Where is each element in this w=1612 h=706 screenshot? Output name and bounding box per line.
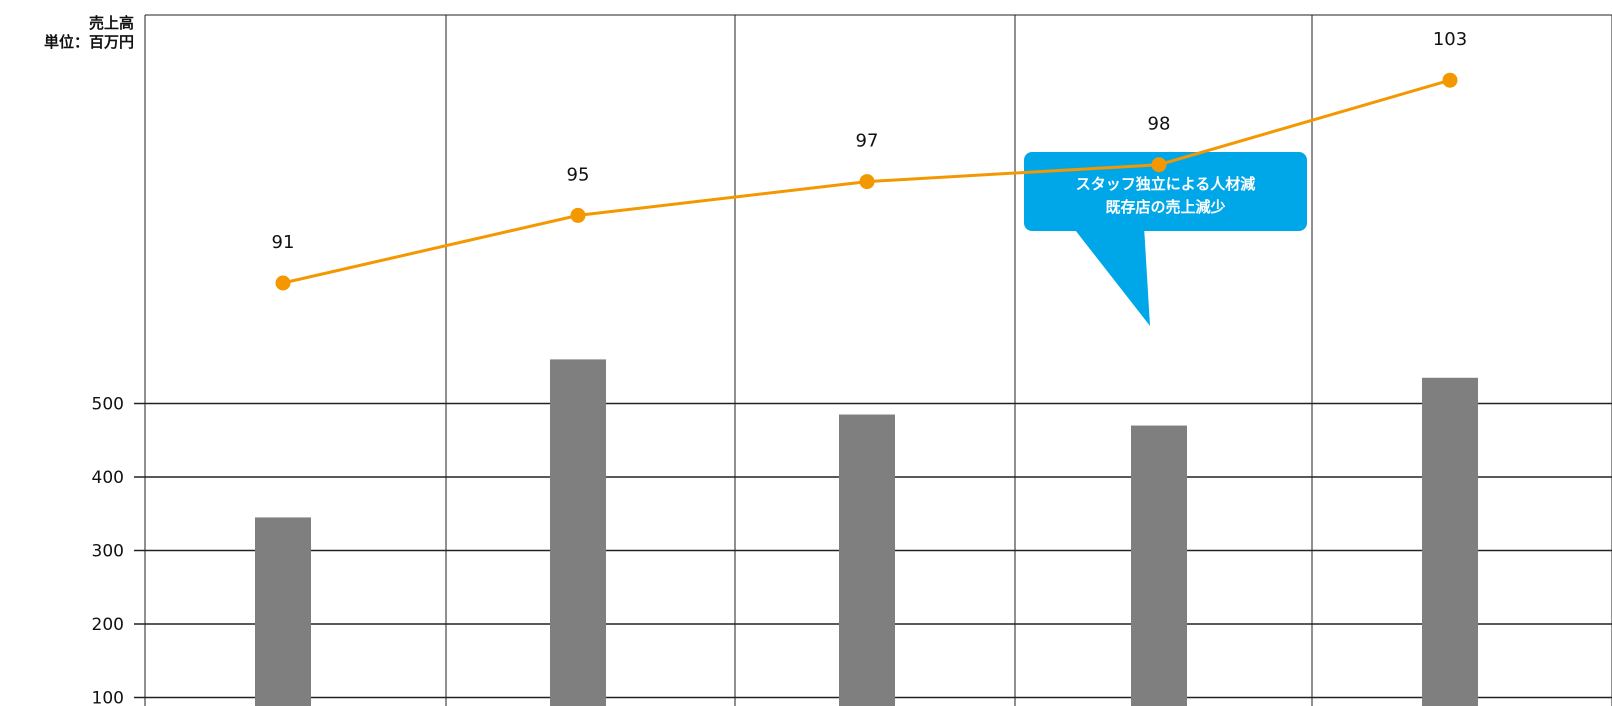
line-point (859, 174, 875, 190)
callout-tail (1072, 226, 1150, 326)
line-point (570, 207, 586, 223)
bar (839, 414, 895, 706)
y-tick-labels: 100 200 300 400 500 (92, 395, 124, 706)
line-series (275, 72, 1458, 291)
y-axis-title-line1: 売上高 (88, 14, 134, 32)
bar (255, 517, 311, 706)
y-tick-label: 300 (92, 542, 124, 562)
annotation-callout: スタッフ独立による人材減 既存店の売上減少 (1024, 152, 1307, 326)
callout-line2: 既存店の売上減少 (1105, 198, 1225, 216)
y-axis-title-line2: 単位：百万円 (43, 33, 134, 51)
bar (550, 359, 606, 706)
data-label: 91 (272, 232, 295, 253)
y-tick-label: 100 (92, 689, 124, 706)
y-tick-label: 400 (92, 468, 124, 488)
line-point (275, 275, 291, 291)
bar (1422, 377, 1478, 706)
callout-line1: スタッフ独立による人材減 (1076, 175, 1256, 193)
data-label: 97 (856, 131, 879, 152)
y-tick-label: 500 (92, 395, 124, 415)
line-point (1151, 157, 1167, 173)
bar (1131, 425, 1187, 706)
bar-series (255, 359, 1478, 706)
y-axis-title: 売上高 単位：百万円 (44, 14, 134, 52)
y-tick-label: 200 (92, 615, 124, 635)
data-label: 98 (1148, 114, 1171, 135)
callout-box (1024, 152, 1307, 231)
data-label: 103 (1433, 29, 1467, 50)
data-label: 95 (567, 164, 590, 185)
data-labels: 91 95 97 98 103 (272, 29, 1468, 253)
line-point (1442, 72, 1458, 88)
